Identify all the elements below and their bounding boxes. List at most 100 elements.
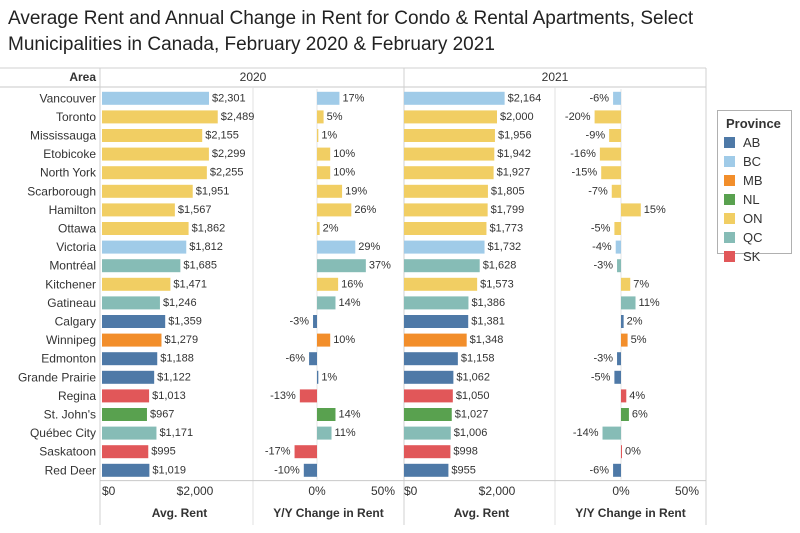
change-bar xyxy=(621,296,636,310)
rent-value-label: $2,299 xyxy=(212,148,246,160)
change-bar xyxy=(621,203,641,217)
rent-bar xyxy=(404,445,451,459)
rent-value-label: $2,164 xyxy=(508,92,542,104)
change-bar xyxy=(317,277,339,291)
change-value-label: 26% xyxy=(354,204,376,216)
rent-bar xyxy=(404,147,495,161)
rent-value-label: $1,019 xyxy=(152,464,186,476)
change-value-label: 6% xyxy=(632,409,648,421)
row-label: Gatineau xyxy=(47,296,96,310)
year-header-2020: 2020 xyxy=(240,70,267,84)
rent-bar xyxy=(102,110,218,124)
change-bar xyxy=(317,110,324,124)
rent-bar xyxy=(102,129,203,142)
rent-bar xyxy=(404,389,453,403)
rent-value-label: $1,171 xyxy=(159,427,193,439)
row-label: Regina xyxy=(58,389,96,403)
rent-bar xyxy=(404,315,469,328)
legend-item[interactable]: BC xyxy=(718,152,791,171)
change-bar xyxy=(617,259,621,273)
legend-item[interactable]: QC xyxy=(718,228,791,247)
change-bar xyxy=(317,166,331,180)
row-label: Toronto xyxy=(56,110,96,124)
change-axis-tick: 50% xyxy=(371,484,395,498)
change-value-label: 1% xyxy=(321,371,337,383)
change-bar xyxy=(613,91,621,105)
rent-value-label: $2,301 xyxy=(212,92,246,104)
change-value-label: 14% xyxy=(338,297,360,309)
legend-item[interactable]: SK xyxy=(718,247,791,266)
row-label: Etobicoke xyxy=(43,147,96,161)
rent-value-label: $1,951 xyxy=(196,185,230,197)
legend-swatch xyxy=(724,194,735,205)
rent-bar xyxy=(102,147,209,161)
rent-bar xyxy=(404,110,497,124)
rent-value-label: $1,006 xyxy=(454,427,488,439)
rent-bar xyxy=(404,259,480,273)
change-bar xyxy=(317,333,331,347)
change-value-label: 17% xyxy=(342,92,364,104)
change-value-label: -3% xyxy=(593,353,613,365)
change-value-label: -9% xyxy=(586,130,606,142)
legend-item[interactable]: NL xyxy=(718,190,791,209)
change-bar xyxy=(317,240,356,254)
change-value-label: -3% xyxy=(289,316,309,328)
rent-value-label: $1,773 xyxy=(489,223,523,235)
rent-bar xyxy=(404,129,495,142)
legend-item[interactable]: ON xyxy=(718,209,791,228)
row-label: Hamilton xyxy=(49,203,96,217)
change-bar xyxy=(621,389,627,403)
change-value-label: 15% xyxy=(644,204,666,216)
change-value-label: 2% xyxy=(627,316,643,328)
rent-bar xyxy=(404,463,449,477)
rent-bar xyxy=(404,333,467,347)
legend-swatch xyxy=(724,232,735,243)
rent-bar xyxy=(102,296,160,310)
legend-item[interactable]: AB xyxy=(718,133,791,152)
rent-value-label: $2,489 xyxy=(221,111,255,123)
legend-label: SK xyxy=(743,249,761,264)
change-bar xyxy=(613,463,621,477)
change-value-label: 16% xyxy=(341,278,363,290)
change-value-label: 11% xyxy=(335,427,356,439)
change-value-label: 29% xyxy=(358,241,380,253)
row-label: Kitchener xyxy=(45,277,96,291)
change-bar xyxy=(594,110,621,124)
rent-bar xyxy=(102,259,181,273)
change-bar xyxy=(317,129,319,142)
rent-value-label: $1,927 xyxy=(497,167,531,179)
rent-bar xyxy=(102,277,171,291)
row-label: Ottawa xyxy=(58,222,96,236)
rent-bar xyxy=(404,408,452,421)
change-value-label: 7% xyxy=(633,278,649,290)
rent-bar xyxy=(102,426,157,440)
chart-title: Average Rent and Annual Change in Rent f… xyxy=(8,8,694,55)
rent-bar xyxy=(404,426,451,440)
change-bar xyxy=(614,222,621,235)
change-value-label: -6% xyxy=(590,464,610,476)
change-bar xyxy=(602,426,621,440)
change-bar xyxy=(317,147,331,161)
change-value-label: 2% xyxy=(323,223,339,235)
change-axis-tick: 0% xyxy=(612,484,630,498)
rent-value-label: $1,567 xyxy=(178,204,212,216)
change-bar xyxy=(601,166,621,180)
change-value-label: 10% xyxy=(333,334,355,346)
rent-bar xyxy=(102,333,162,347)
change-value-label: 10% xyxy=(333,167,355,179)
rent-value-label: $1,246 xyxy=(163,297,197,309)
change-value-label: 1% xyxy=(321,130,337,142)
legend-item[interactable]: MB xyxy=(718,171,791,190)
rent-value-label: $1,956 xyxy=(498,130,532,142)
change-bar xyxy=(317,296,336,310)
row-label: Scarborough xyxy=(27,184,96,198)
rent-axis-tick: $2,000 xyxy=(479,484,516,498)
rent-bar xyxy=(404,352,458,366)
change-bar xyxy=(621,315,624,328)
rent-value-label: $1,799 xyxy=(491,204,525,216)
change-axis-tick: 0% xyxy=(308,484,326,498)
change-value-label: 14% xyxy=(338,409,360,421)
change-value-label: 4% xyxy=(629,390,645,402)
legend-label: MB xyxy=(743,173,763,188)
